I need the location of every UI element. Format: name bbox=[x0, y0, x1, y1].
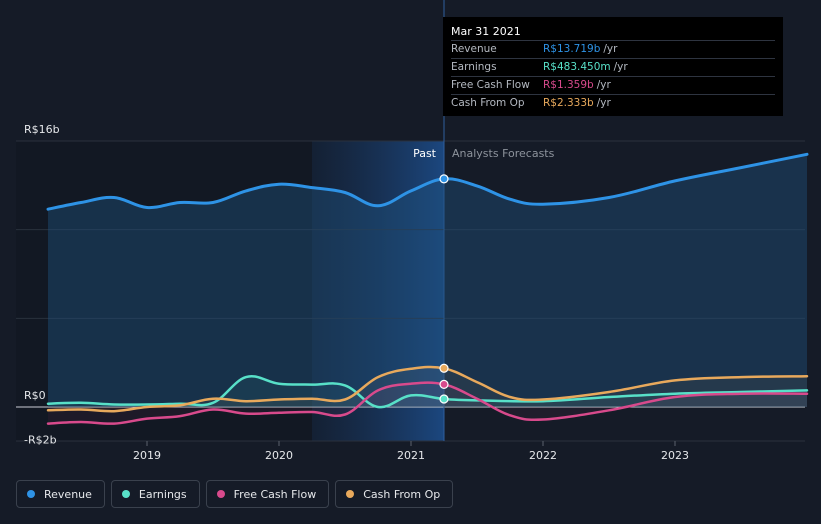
x-tick-label: 2020 bbox=[265, 449, 293, 462]
legend-item-free-cash-flow[interactable]: Free Cash Flow bbox=[205, 480, 330, 508]
dot-icon bbox=[27, 490, 35, 498]
legend: Revenue Earnings Free Cash Flow Cash Fro… bbox=[16, 480, 454, 508]
cash-from-op-marker bbox=[439, 363, 449, 373]
tooltip-row-cash-from-op: Cash From Op R$2.333b /yr bbox=[451, 94, 775, 112]
past-label: Past bbox=[413, 147, 437, 160]
cash-from-op-line bbox=[46, 365, 809, 413]
tooltip-unit: /yr bbox=[596, 79, 611, 91]
tooltip-date: Mar 31 2021 bbox=[451, 25, 521, 38]
legend-label: Revenue bbox=[44, 487, 92, 501]
legend-label: Earnings bbox=[138, 487, 187, 501]
tooltip-row-earnings: Earnings R$483.450m /yr bbox=[451, 58, 775, 76]
y-tick-label: -R$2b bbox=[24, 433, 57, 446]
tooltip-unit: /yr bbox=[596, 97, 611, 109]
tooltip-label: Cash From Op bbox=[451, 97, 525, 109]
tooltip-label: Earnings bbox=[451, 61, 497, 73]
revenue-line bbox=[46, 152, 809, 211]
tooltip-label: Free Cash Flow bbox=[451, 79, 530, 91]
tooltip-value: R$2.333b bbox=[543, 97, 594, 109]
free-cash-flow-area bbox=[48, 382, 807, 424]
cash-from-op-area bbox=[48, 366, 807, 412]
tooltip-label: Revenue bbox=[451, 43, 497, 55]
free-cash-flow-line bbox=[46, 381, 809, 425]
y-tick-label: R$16b bbox=[24, 123, 60, 136]
free-cash-flow-marker bbox=[439, 379, 449, 389]
legend-item-earnings[interactable]: Earnings bbox=[110, 480, 200, 508]
x-tick-label: 2023 bbox=[661, 449, 689, 462]
tooltip-unit: /yr bbox=[603, 43, 618, 55]
tooltip-value: R$483.450m bbox=[543, 61, 611, 73]
y-tick-label: R$0 bbox=[24, 389, 46, 402]
legend-label: Cash From Op bbox=[363, 487, 441, 501]
legend-item-cash-from-op[interactable]: Cash From Op bbox=[335, 480, 454, 508]
earnings-line bbox=[46, 375, 809, 409]
legend-label: Free Cash Flow bbox=[233, 487, 317, 501]
tooltip-row-revenue: Revenue R$13.719b /yr bbox=[451, 40, 775, 58]
tooltip-value: R$13.719b bbox=[543, 43, 601, 55]
dot-icon bbox=[346, 490, 355, 498]
x-tick-label: 2019 bbox=[133, 449, 161, 462]
dot-icon bbox=[216, 490, 225, 498]
earnings-marker bbox=[439, 394, 449, 404]
legend-item-revenue[interactable]: Revenue bbox=[16, 480, 105, 508]
dot-icon bbox=[121, 490, 130, 498]
revenue-area bbox=[48, 154, 807, 407]
tooltip-row-free-cash-flow: Free Cash Flow R$1.359b /yr bbox=[451, 76, 775, 94]
tooltip: Mar 31 2021 Revenue R$13.719b /yr Earnin… bbox=[443, 17, 783, 116]
tooltip-value: R$1.359b bbox=[543, 79, 594, 91]
revenue-marker bbox=[439, 174, 449, 184]
x-tick-label: 2021 bbox=[397, 449, 425, 462]
tooltip-unit: /yr bbox=[613, 61, 628, 73]
x-tick-label: 2022 bbox=[529, 449, 557, 462]
forecast-label: Analysts Forecasts bbox=[452, 147, 555, 160]
